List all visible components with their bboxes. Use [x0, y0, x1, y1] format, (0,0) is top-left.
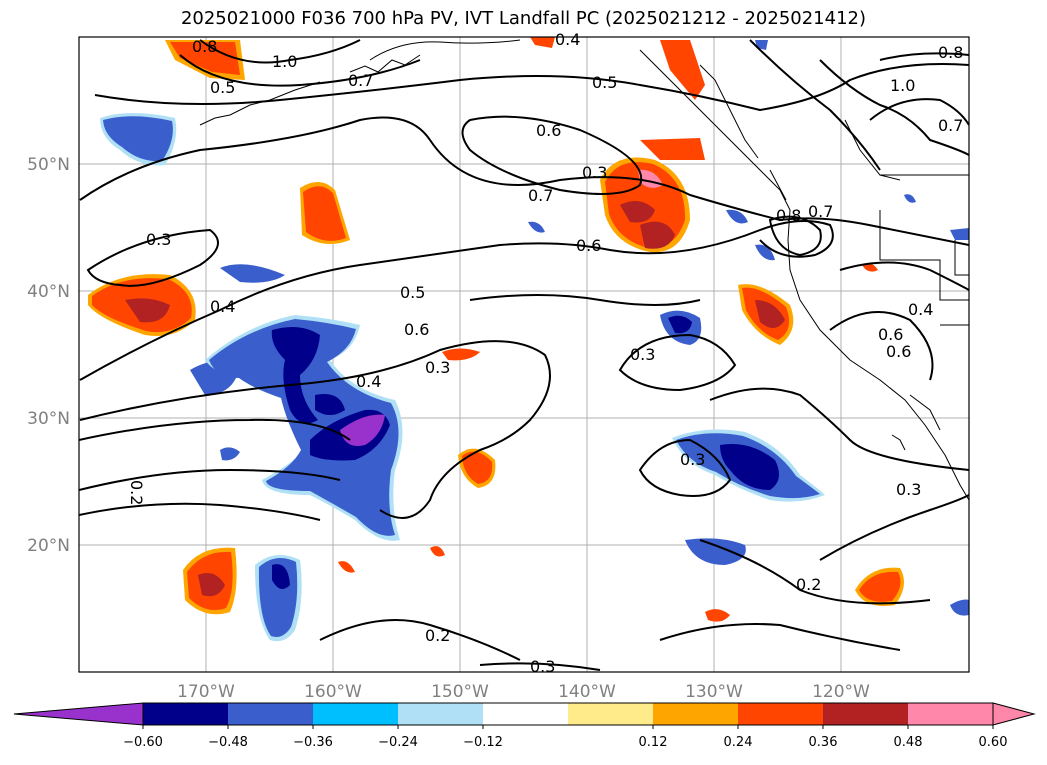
colorbar-tick-label: 0.36: [809, 735, 838, 750]
colorbar-tick-label: 0.60: [979, 735, 1008, 750]
colorbar-segment: [313, 703, 398, 725]
contour-label: 0.6: [878, 325, 903, 344]
contour-label: 0.7: [528, 186, 553, 205]
colorbar-segment: [398, 703, 483, 725]
contour-label: 0.4: [356, 372, 381, 391]
contour-label: 0.2: [127, 480, 146, 505]
colorbar-segment: [483, 703, 568, 725]
contour-label: 0.4: [210, 297, 235, 316]
contour-label: 0.3: [630, 345, 655, 364]
lat-label: 30°N: [27, 409, 70, 429]
pv-positive-fill: [88, 37, 904, 622]
contour-label: 0.7: [348, 71, 373, 90]
contour-labels: 0.8 1.0 0.5 0.7 0.4 0.5 0.6 1.0 0.8 0.7 …: [127, 30, 963, 676]
colorbar-tick-label: −0.60: [123, 735, 163, 750]
contour-label: 0.5: [400, 283, 425, 302]
colorbar-extend-high: [992, 702, 1036, 726]
lat-label: 50°N: [27, 155, 70, 175]
contour-label: 0.6: [886, 342, 911, 361]
contour-label: 0.3: [530, 657, 555, 676]
colorbar-tick-label: −0.48: [208, 735, 248, 750]
lon-label: 140°W: [558, 682, 616, 702]
contour-label: 0.3: [146, 230, 171, 249]
colorbar-segment: [653, 703, 738, 725]
contour-label: 0.3: [425, 358, 450, 377]
contour-label: 0.8: [776, 206, 801, 225]
contour-label: 1.0: [272, 52, 297, 71]
contour-label: 0.6: [576, 236, 601, 255]
colorbar-segment: [228, 703, 313, 725]
contour-label: 0.2: [425, 626, 450, 645]
colorbar-tick-label: 0.24: [724, 735, 753, 750]
latitude-labels: 50°N 40°N 30°N 20°N: [27, 155, 70, 556]
map-title: 2025021000 F036 700 hPa PV, IVT Landfall…: [180, 8, 867, 29]
colorbar-segment: [568, 703, 653, 725]
colorbar-tick-label: −0.12: [463, 735, 503, 750]
colorbar-segment: [823, 703, 908, 725]
lon-label: 170°W: [177, 682, 235, 702]
plot-frame: [78, 36, 970, 673]
contour-label: 0.8: [192, 37, 217, 56]
colorbar-segment: [143, 703, 228, 725]
contour-label: 0.7: [938, 116, 963, 135]
colorbar-tick-label: 0.12: [639, 735, 668, 750]
lon-label: 120°W: [812, 682, 870, 702]
contour-label: 0.4: [908, 300, 933, 319]
colorbar-outline: [142, 702, 994, 726]
contour-label: 0.2: [796, 575, 821, 594]
lat-label: 20°N: [27, 536, 70, 556]
lon-label: 150°W: [431, 682, 489, 702]
contour-label: 0.8: [938, 43, 963, 62]
contour-label: 0.3: [896, 480, 921, 499]
colorbar-tick-label: −0.24: [378, 735, 418, 750]
pv-contours: [79, 39, 969, 671]
longitude-labels: 170°W 160°W 150°W 140°W 130°W 120°W: [177, 682, 870, 702]
contour-label: 0.7: [808, 202, 833, 221]
contour-label: 0.5: [210, 78, 235, 97]
colorbar: −0.60 −0.48 −0.36 −0.24 −0.12 0.12 0.24 0.36 0.4…: [13, 702, 1036, 750]
pv-negative-fill: [100, 40, 969, 642]
contour-label: 0.4: [555, 30, 580, 49]
lon-label: 160°W: [304, 682, 362, 702]
contour-label: 0.6: [404, 320, 429, 339]
colorbar-tick-label: 0.48: [894, 735, 923, 750]
colorbar-tick-label: −0.36: [293, 735, 333, 750]
lon-label: 130°W: [685, 682, 743, 702]
contour-label: 0.3: [582, 163, 607, 182]
colorbar-extend-low: [13, 702, 144, 726]
colorbar-segment: [738, 703, 823, 725]
lat-label: 40°N: [27, 282, 70, 302]
contour-label: 0.5: [592, 73, 617, 92]
contour-label: 0.3: [680, 450, 705, 469]
colorbar-segment: [908, 703, 993, 725]
contour-label: 0.6: [536, 121, 561, 140]
contour-label: 1.0: [890, 76, 915, 95]
